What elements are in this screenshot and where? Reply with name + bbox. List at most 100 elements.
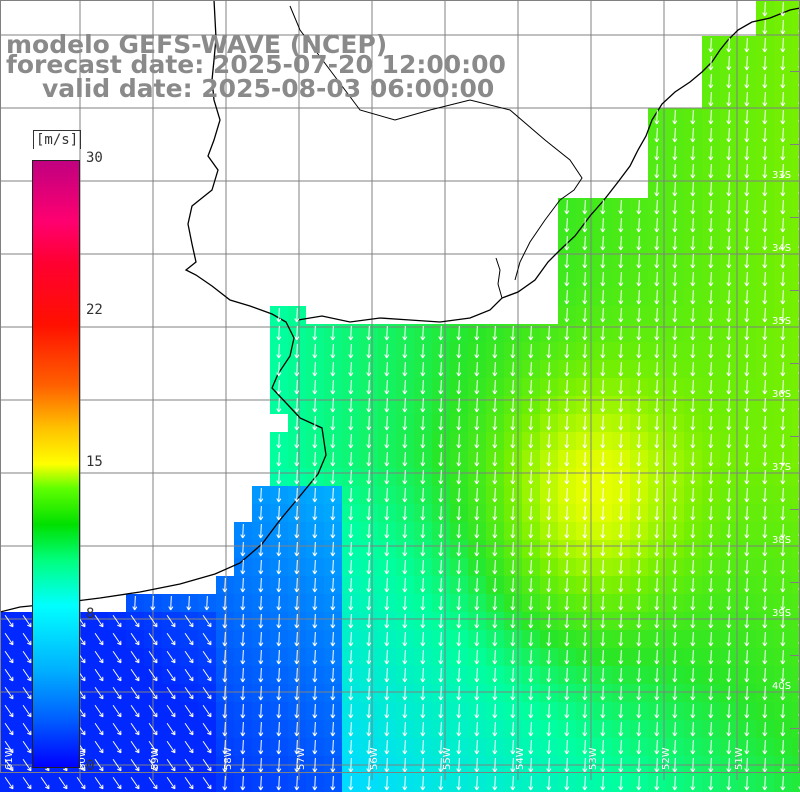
wind-cell xyxy=(792,468,800,486)
wind-arrow xyxy=(330,469,336,485)
wind-arrow xyxy=(112,614,122,628)
wind-arrow xyxy=(184,740,194,754)
wind-arrow xyxy=(294,487,300,503)
wind-arrow xyxy=(294,415,300,431)
wind-arrow xyxy=(600,487,606,503)
wind-arrow xyxy=(564,523,570,539)
wind-arrow xyxy=(474,685,480,701)
wind-arrow xyxy=(618,739,624,755)
wind-arrow xyxy=(528,595,534,611)
wind-arrow xyxy=(420,523,426,539)
wind-arrow xyxy=(546,379,552,395)
wind-arrow xyxy=(762,667,768,683)
wind-arrow xyxy=(690,523,696,539)
wind-arrow xyxy=(654,307,660,323)
wind-arrow xyxy=(744,433,750,449)
wind-arrow xyxy=(726,343,732,359)
wind-arrow xyxy=(474,343,480,359)
wind-arrow xyxy=(384,505,390,521)
wind-cell xyxy=(792,162,800,180)
wind-arrow xyxy=(618,325,624,341)
wind-cell xyxy=(792,558,800,576)
wind-arrow xyxy=(402,613,408,629)
wind-arrow xyxy=(636,217,642,233)
wind-arrow xyxy=(564,235,570,251)
wind-arrow xyxy=(348,721,354,737)
wind-arrow xyxy=(672,649,678,665)
wind-arrow xyxy=(384,721,390,737)
wind-arrow xyxy=(474,559,480,575)
wind-arrow xyxy=(708,703,714,719)
wind-arrow xyxy=(294,523,300,539)
wind-arrow xyxy=(564,307,570,323)
wind-arrow xyxy=(564,631,570,647)
wind-arrow xyxy=(690,649,696,665)
wind-arrow xyxy=(4,632,14,646)
wind-arrow xyxy=(184,632,194,646)
wind-arrow xyxy=(402,685,408,701)
wind-arrow xyxy=(744,559,750,575)
wind-cell xyxy=(792,270,800,288)
wind-arrow xyxy=(312,325,318,341)
wind-arrow xyxy=(528,433,534,449)
wind-arrow xyxy=(690,397,696,413)
wind-arrow xyxy=(690,433,696,449)
wind-arrow xyxy=(22,776,32,790)
wind-arrow xyxy=(672,325,678,341)
wind-arrow xyxy=(276,739,282,755)
wind-arrow xyxy=(312,739,318,755)
wind-arrow xyxy=(690,595,696,611)
wind-cell xyxy=(792,576,800,594)
wind-arrow xyxy=(564,343,570,359)
wind-arrow xyxy=(4,776,14,790)
wind-arrow xyxy=(654,757,660,773)
wind-arrow xyxy=(330,487,336,503)
wind-arrow xyxy=(4,758,14,772)
wind-arrow xyxy=(690,163,696,179)
wind-cell xyxy=(792,108,800,126)
wind-arrow xyxy=(420,613,426,629)
wind-arrow xyxy=(582,271,588,287)
wind-arrow xyxy=(654,199,660,215)
wind-arrow xyxy=(456,667,462,683)
wind-arrow xyxy=(492,667,498,683)
wind-arrow xyxy=(654,181,660,197)
wind-cell xyxy=(792,126,800,144)
wind-arrow xyxy=(654,271,660,287)
wind-arrow xyxy=(762,523,768,539)
wind-arrow xyxy=(330,559,336,575)
wind-arrow xyxy=(420,757,426,773)
wind-arrow xyxy=(564,433,570,449)
wind-arrow xyxy=(384,325,390,341)
wind-arrow xyxy=(564,361,570,377)
wind-arrow xyxy=(4,740,14,754)
wind-arrow xyxy=(130,722,140,736)
wind-arrow xyxy=(564,595,570,611)
wind-arrow xyxy=(780,397,786,413)
wind-arrow xyxy=(672,181,678,197)
wind-arrow xyxy=(780,145,786,161)
wind-arrow xyxy=(492,577,498,593)
wind-arrow xyxy=(312,577,318,593)
wind-arrow xyxy=(726,775,732,791)
wind-cell xyxy=(792,90,800,108)
wind-arrow xyxy=(402,559,408,575)
wind-arrow xyxy=(636,487,642,503)
wind-arrow xyxy=(780,685,786,701)
wind-arrow xyxy=(438,595,444,611)
wind-arrow xyxy=(618,667,624,683)
wind-arrow xyxy=(222,685,228,701)
wind-arrow xyxy=(384,415,390,431)
wind-arrow xyxy=(582,433,588,449)
wind-arrow xyxy=(130,686,140,700)
wind-arrow xyxy=(474,577,480,593)
wind-arrow xyxy=(780,127,786,143)
wind-arrow xyxy=(312,343,318,359)
wind-arrow xyxy=(546,397,552,413)
wind-arrow xyxy=(330,541,336,557)
wind-arrow xyxy=(330,721,336,737)
wind-arrow xyxy=(330,667,336,683)
wind-arrow xyxy=(636,415,642,431)
wind-arrow xyxy=(510,703,516,719)
wind-arrow xyxy=(276,757,282,773)
